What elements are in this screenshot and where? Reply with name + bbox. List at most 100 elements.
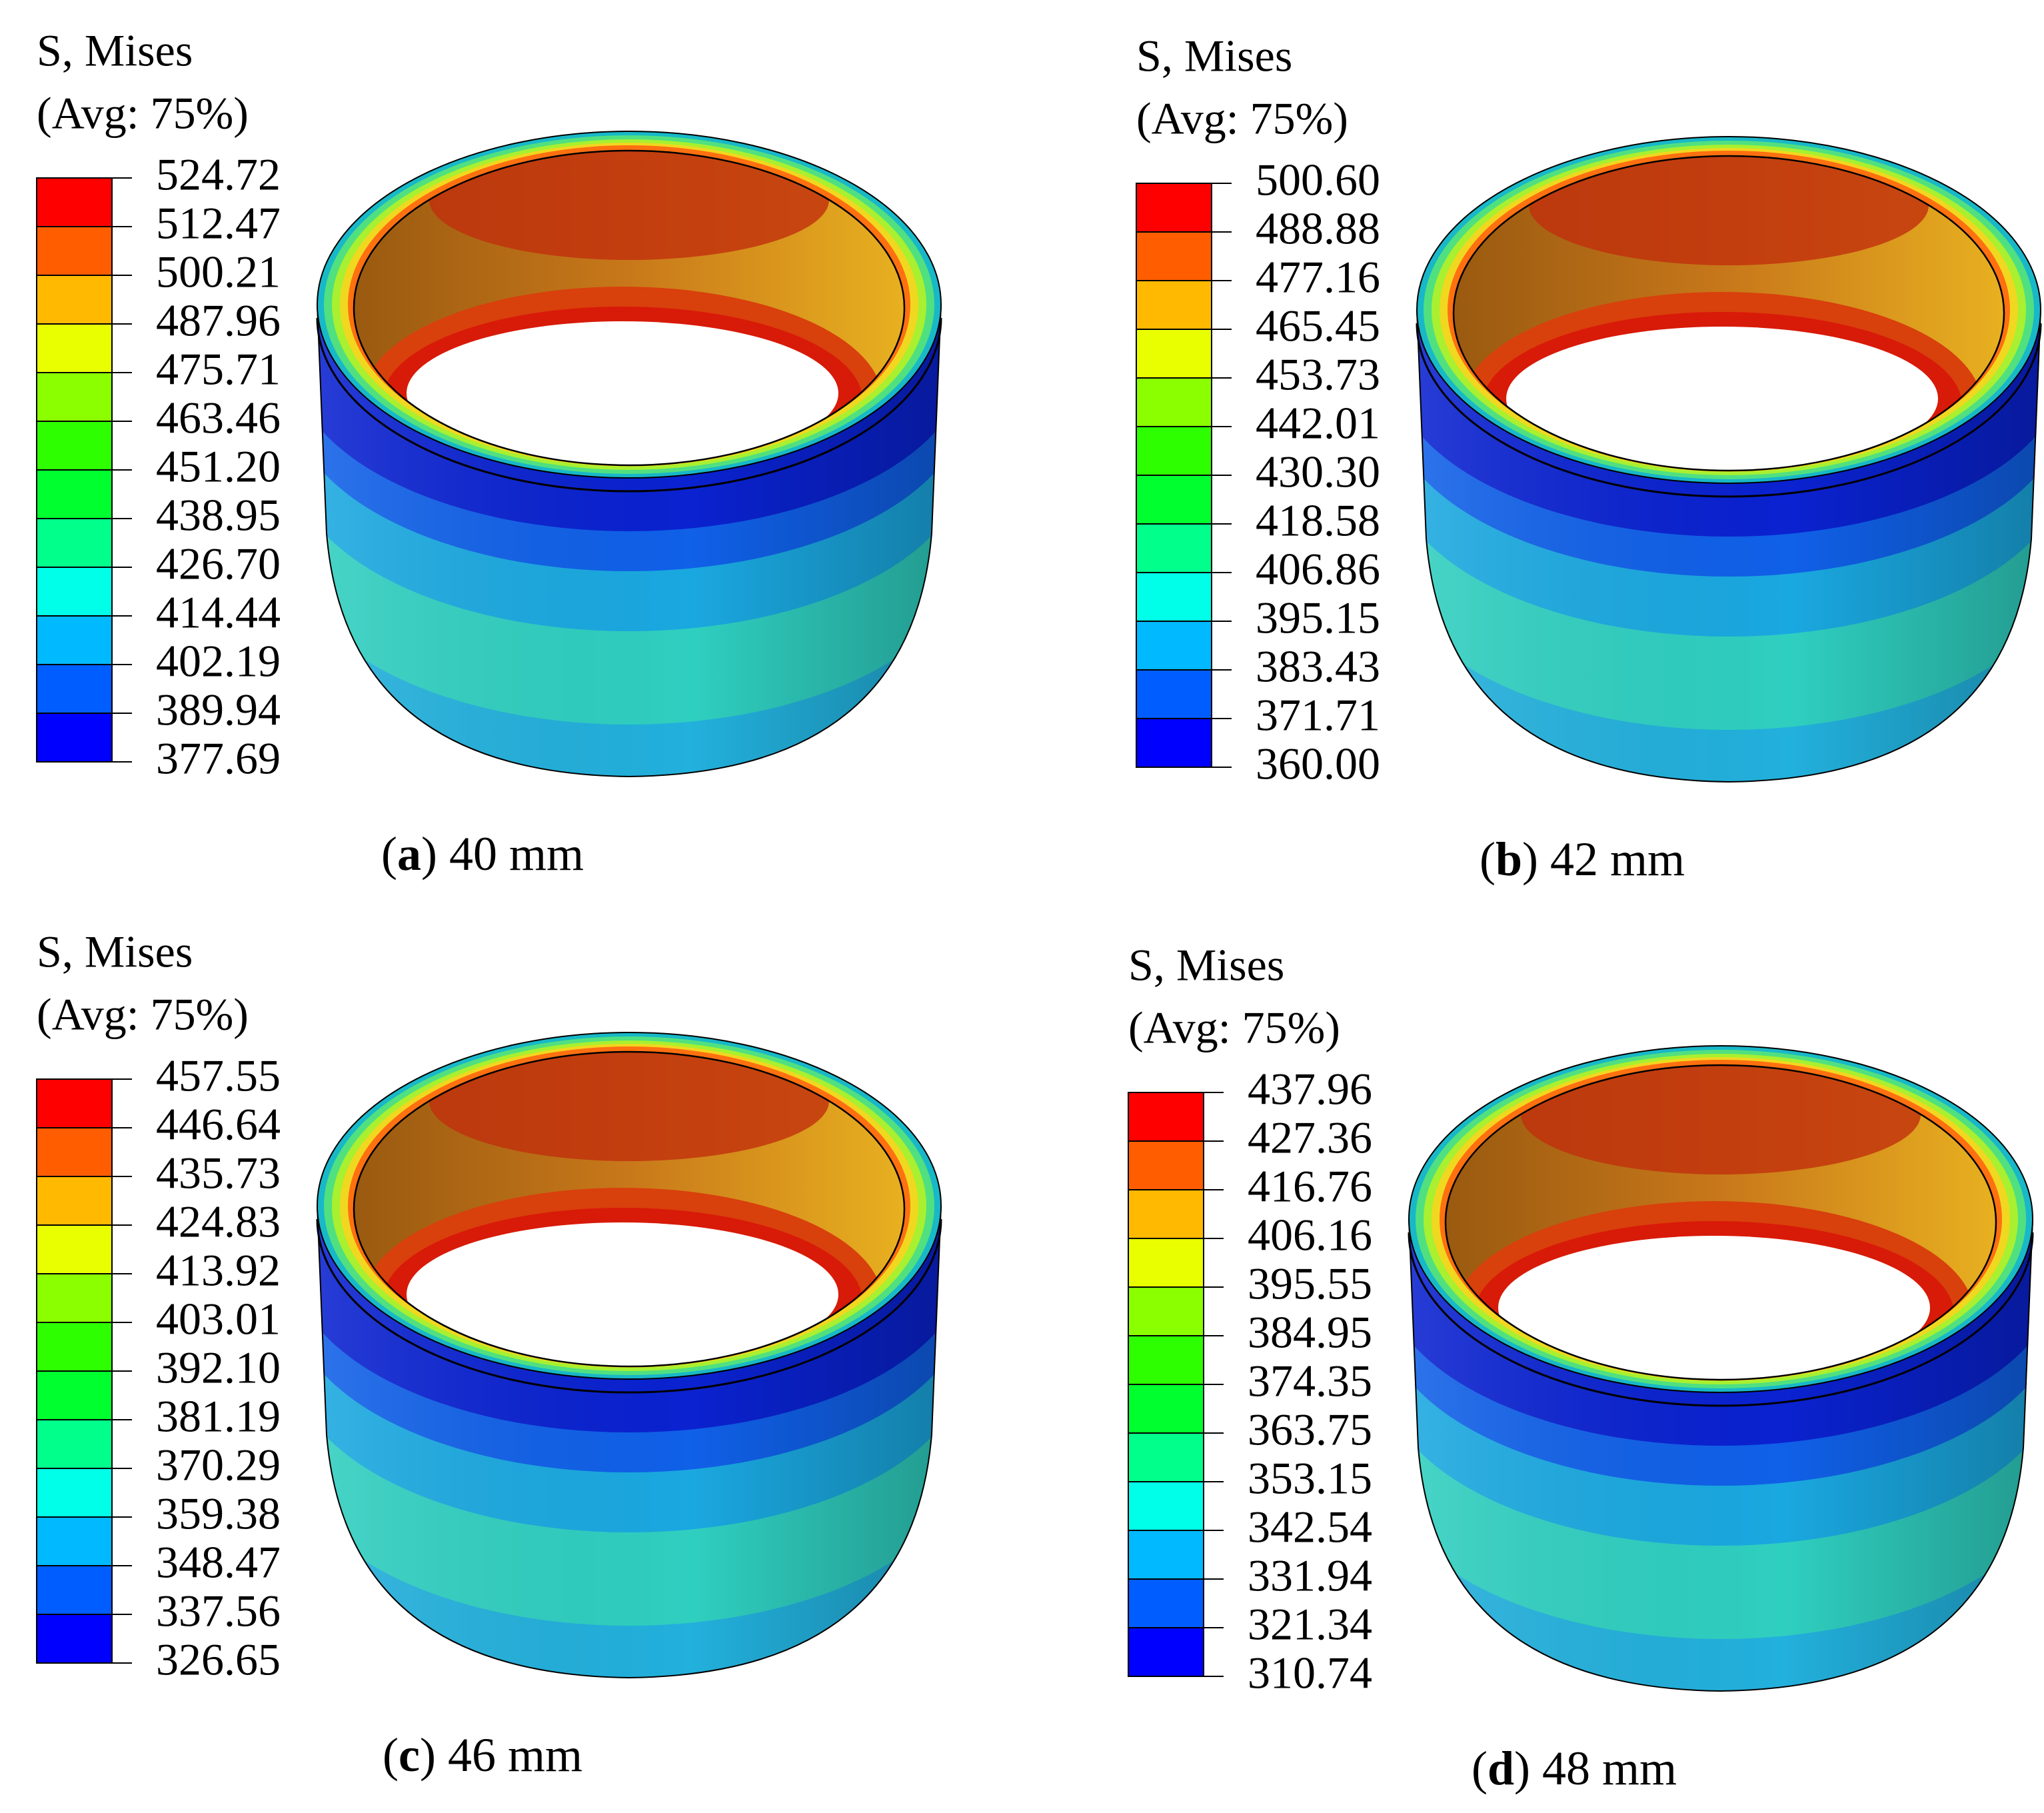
legend-band	[1128, 1238, 1204, 1288]
opening	[407, 321, 838, 465]
legend-label: 377.69	[156, 733, 281, 784]
caption-part: ) 48 mm	[1514, 1742, 1677, 1795]
legend-band	[1128, 1189, 1204, 1239]
legend-label: 451.20	[156, 441, 281, 492]
caption: (a) 40 mm	[381, 827, 584, 881]
caption-part: (	[381, 827, 397, 881]
legend-label: 371.71	[1256, 690, 1380, 741]
inner-edge	[353, 149, 906, 467]
caption-part: d	[1488, 1742, 1514, 1795]
legend-band	[1136, 669, 1212, 719]
ring-outline	[1416, 309, 2042, 783]
outer-edge	[1408, 1045, 2033, 1393]
legend-title: S, Mises	[37, 926, 193, 977]
legend-label: 457.55	[156, 1050, 281, 1101]
legend-label: 435.73	[156, 1148, 281, 1198]
legend-label: 430.30	[1256, 447, 1380, 497]
legend-band	[36, 518, 113, 568]
legend-label: 353.15	[1248, 1453, 1372, 1504]
panel: S, Mises (Avg: 75%) 500.60488.88477.16465.…	[1136, 31, 2042, 886]
caption: (d) 48 mm	[1472, 1742, 1677, 1795]
legend-band	[36, 1078, 113, 1128]
caption-part: ) 46 mm	[420, 1728, 582, 1782]
legend-band	[36, 1224, 113, 1274]
legend-label: 403.01	[156, 1294, 281, 1344]
legend-label: 395.55	[1248, 1258, 1372, 1309]
panel: S, Mises (Avg: 75%) 524.72512.47500.21487.…	[36, 25, 942, 881]
legend-label: 383.43	[1256, 641, 1380, 692]
outer-edge	[317, 1032, 942, 1380]
legend-band	[1128, 1627, 1204, 1677]
stress-band	[1521, 1065, 1921, 1174]
legend-band	[1128, 1140, 1204, 1190]
legend-label: 524.72	[156, 149, 281, 200]
legend-band	[36, 226, 113, 276]
legend-band	[1136, 280, 1212, 330]
legend-label: 424.83	[156, 1196, 281, 1247]
legend-band	[36, 372, 113, 422]
legend-band	[36, 275, 113, 325]
legend-label: 370.29	[156, 1440, 281, 1490]
front-edge	[1408, 1232, 2034, 1407]
caption-part: a	[397, 827, 421, 881]
caption-part: b	[1496, 833, 1522, 886]
panel: S, Mises (Avg: 75%) 457.55446.64435.73424.…	[36, 926, 942, 1782]
legend-band	[36, 469, 113, 519]
legend-title: S, Mises	[1136, 31, 1292, 81]
legend-label: 488.88	[1256, 203, 1380, 254]
legend-band	[1136, 377, 1212, 427]
legend-label: 437.96	[1248, 1064, 1372, 1114]
legend-band	[1136, 183, 1212, 233]
legend-label: 337.56	[156, 1586, 281, 1636]
legend-band	[1136, 621, 1212, 671]
legend-band	[1136, 718, 1212, 768]
legend-label: 500.60	[1256, 155, 1380, 205]
legend-label: 363.75	[1248, 1404, 1372, 1455]
legend-band	[36, 1370, 113, 1420]
legend-label: 477.16	[1256, 252, 1380, 303]
legend-band	[1136, 572, 1212, 622]
legend-band	[1136, 231, 1212, 281]
caption: (b) 42 mm	[1480, 833, 1685, 886]
legend-subtitle: (Avg: 75%)	[1128, 1002, 1340, 1053]
front-edge	[1416, 323, 2042, 498]
legend-label: 331.94	[1248, 1550, 1372, 1601]
legend-subtitle: (Avg: 75%)	[37, 88, 249, 139]
legend-subtitle: (Avg: 75%)	[1136, 93, 1348, 144]
caption: (c) 46 mm	[383, 1728, 582, 1782]
inner-edge	[1452, 155, 2005, 472]
legend-band	[1128, 1092, 1204, 1142]
legend-subtitle: (Avg: 75%)	[37, 989, 249, 1040]
legend-band	[36, 1565, 113, 1615]
legend-label: 402.19	[156, 636, 281, 687]
legend-label: 348.47	[156, 1537, 281, 1588]
caption-part: ) 40 mm	[421, 827, 584, 881]
legend-title: S, Mises	[1128, 940, 1284, 990]
inner-edge	[353, 1050, 906, 1368]
legend-band	[36, 664, 113, 714]
legend-label: 414.44	[156, 587, 281, 638]
ring-outline	[316, 304, 942, 778]
legend-band	[36, 1419, 113, 1469]
legend-label: 359.38	[156, 1488, 281, 1539]
ring	[316, 131, 942, 778]
opening	[1498, 1236, 1930, 1380]
legend-label: 406.86	[1256, 544, 1380, 595]
legend-band	[1136, 475, 1212, 525]
legend-band	[1128, 1384, 1204, 1434]
stress-band	[429, 1052, 829, 1161]
legend-band	[36, 1468, 113, 1518]
outer-edge	[317, 131, 942, 479]
legend-title: S, Mises	[37, 25, 193, 76]
legend-label: 427.36	[1248, 1112, 1372, 1163]
legend-label: 360.00	[1256, 739, 1380, 789]
inner-edge	[1444, 1064, 1997, 1381]
legend-band	[36, 1273, 113, 1323]
legend-band	[36, 1322, 113, 1372]
legend-label: 463.46	[156, 393, 281, 443]
legend-band	[36, 1614, 113, 1664]
outer-edge	[1416, 136, 2041, 484]
legend-band	[36, 323, 113, 373]
